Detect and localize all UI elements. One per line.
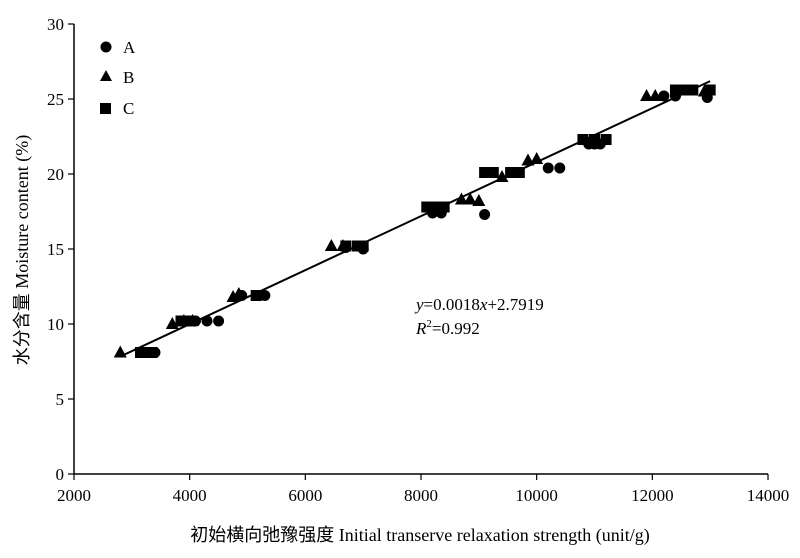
point-c — [340, 240, 352, 252]
y-tick-label: 5 — [56, 390, 65, 409]
y-tick-label: 0 — [56, 465, 65, 484]
x-tick-label: 2000 — [57, 486, 91, 505]
x-tick-label: 12000 — [631, 486, 674, 505]
legend-marker-c — [100, 103, 111, 114]
point-c — [135, 347, 147, 358]
regression-equation: y=0.0018x+2.7919 — [414, 295, 544, 314]
legend-label-b: B — [123, 68, 134, 87]
point-b — [640, 89, 654, 101]
point-c — [600, 134, 612, 145]
point-c — [351, 240, 363, 252]
point-c — [487, 167, 499, 178]
point-c — [250, 290, 262, 301]
point-b — [648, 89, 662, 101]
point-c — [146, 347, 158, 358]
point-b — [530, 152, 544, 164]
y-tick-label: 30 — [47, 15, 64, 34]
r2-letter: R — [415, 319, 427, 338]
point-a — [542, 162, 554, 174]
y-tick-label: 20 — [47, 165, 64, 184]
x-tick-label: 14000 — [747, 486, 790, 505]
point-c — [577, 134, 589, 145]
point-c — [429, 201, 441, 213]
x-tick-label: 4000 — [173, 486, 207, 505]
point-a — [658, 90, 670, 102]
y-tick-label: 15 — [47, 240, 64, 259]
point-c — [140, 347, 152, 358]
r2-superscript: 2 — [426, 318, 432, 330]
legend: A B C — [100, 38, 136, 118]
point-c — [704, 84, 716, 96]
x-tick-label: 8000 — [404, 486, 438, 505]
point-b — [113, 345, 127, 358]
point-c — [479, 167, 491, 178]
point-b — [463, 192, 477, 205]
eq-part2: +2.7919 — [487, 295, 543, 314]
point-a — [479, 209, 491, 220]
point-a — [213, 315, 225, 327]
y-tick-label: 25 — [47, 90, 64, 109]
axis-ticks: 2000 4000 6000 8000 10000 12000 14000 0 5 10 15 20 2… — [47, 15, 789, 505]
point-a — [201, 315, 213, 327]
eq-y: y — [414, 295, 424, 314]
legend-marker-a — [100, 41, 112, 53]
point-b — [454, 192, 468, 205]
point-a — [259, 290, 271, 301]
point-c — [505, 167, 517, 178]
point-b — [495, 170, 509, 182]
point-c — [438, 201, 450, 213]
eq-part1: =0.0018 — [424, 295, 480, 314]
y-axis-title: 水分含量 Moisture content (%) — [12, 135, 33, 365]
point-c — [687, 84, 699, 96]
point-c — [184, 315, 196, 327]
point-c — [175, 315, 187, 327]
fit-line-group — [119, 80, 711, 358]
point-a — [554, 162, 566, 174]
legend-label-c: C — [123, 99, 134, 118]
data-points — [113, 84, 716, 358]
regression-line — [119, 80, 711, 358]
point-b — [472, 194, 486, 206]
x-tick-label: 6000 — [288, 486, 322, 505]
legend-label-a: A — [123, 38, 136, 57]
point-c — [678, 84, 690, 96]
point-c — [357, 240, 369, 252]
legend-marker-b — [100, 70, 112, 81]
point-c — [589, 134, 600, 145]
point-c — [669, 84, 681, 96]
point-c — [513, 167, 525, 178]
r2-value: =0.992 — [432, 319, 480, 338]
x-tick-label: 10000 — [515, 486, 558, 505]
r-squared: R2=0.992 — [415, 318, 480, 338]
point-c — [421, 201, 433, 213]
x-axis-title: 初始横向弛豫强度 Initial transerve relaxation st… — [190, 525, 649, 546]
point-b — [324, 239, 338, 251]
point-b — [232, 287, 246, 299]
y-tick-label: 10 — [47, 315, 64, 334]
eq-x: x — [479, 295, 488, 314]
